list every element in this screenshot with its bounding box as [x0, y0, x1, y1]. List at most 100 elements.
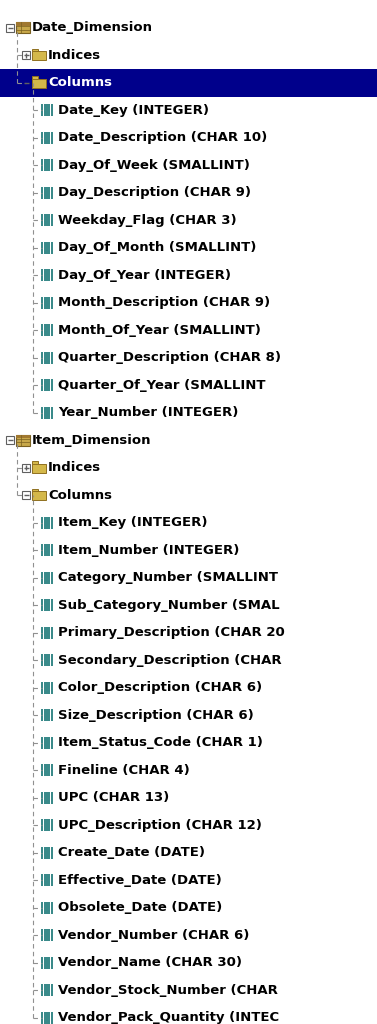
- Text: Effective_Date (DATE): Effective_Date (DATE): [58, 873, 222, 887]
- Bar: [41, 352, 43, 364]
- Text: Columns: Columns: [48, 76, 112, 89]
- Bar: [48, 819, 50, 831]
- Bar: [51, 710, 53, 721]
- Bar: [51, 544, 53, 556]
- Bar: [41, 627, 43, 639]
- Bar: [51, 104, 53, 117]
- Bar: [51, 379, 53, 391]
- Bar: [51, 297, 53, 309]
- Bar: [41, 682, 43, 693]
- Text: Quarter_Of_Year (SMALLINT: Quarter_Of_Year (SMALLINT: [58, 379, 265, 392]
- Bar: [44, 517, 46, 528]
- Text: UPC_Description (CHAR 12): UPC_Description (CHAR 12): [58, 819, 262, 831]
- Bar: [22, 51, 30, 59]
- Bar: [44, 764, 46, 776]
- Bar: [48, 902, 50, 913]
- Bar: [41, 214, 43, 226]
- Bar: [41, 160, 43, 171]
- Bar: [51, 132, 53, 143]
- Bar: [22, 79, 30, 87]
- Bar: [44, 902, 46, 913]
- Bar: [51, 325, 53, 336]
- Bar: [41, 736, 43, 749]
- Bar: [48, 544, 50, 556]
- Bar: [16, 23, 30, 33]
- Bar: [48, 517, 50, 528]
- Bar: [41, 104, 43, 117]
- Bar: [48, 847, 50, 859]
- Bar: [22, 464, 30, 472]
- Bar: [51, 160, 53, 171]
- Bar: [44, 186, 46, 199]
- Bar: [44, 929, 46, 941]
- Bar: [41, 929, 43, 941]
- Bar: [41, 792, 43, 804]
- Text: Item_Key (INTEGER): Item_Key (INTEGER): [58, 516, 207, 529]
- Bar: [48, 764, 50, 776]
- Bar: [41, 902, 43, 913]
- Bar: [51, 792, 53, 804]
- Bar: [16, 23, 30, 26]
- Bar: [48, 654, 50, 667]
- Bar: [51, 654, 53, 667]
- Bar: [41, 599, 43, 611]
- Bar: [51, 571, 53, 584]
- Text: UPC (CHAR 13): UPC (CHAR 13): [58, 792, 169, 804]
- Bar: [51, 984, 53, 996]
- Bar: [41, 984, 43, 996]
- Bar: [44, 984, 46, 996]
- Bar: [51, 847, 53, 859]
- Text: Item_Status_Code (CHAR 1): Item_Status_Code (CHAR 1): [58, 736, 263, 750]
- Bar: [48, 242, 50, 254]
- Bar: [41, 269, 43, 282]
- Bar: [51, 407, 53, 419]
- Text: Date_Key (INTEGER): Date_Key (INTEGER): [58, 103, 209, 117]
- Bar: [51, 517, 53, 528]
- Bar: [48, 571, 50, 584]
- Bar: [44, 1012, 46, 1024]
- Bar: [41, 1012, 43, 1024]
- Bar: [41, 297, 43, 309]
- Text: Obsolete_Date (DATE): Obsolete_Date (DATE): [58, 901, 222, 914]
- Text: Vendor_Number (CHAR 6): Vendor_Number (CHAR 6): [58, 929, 249, 942]
- Text: Size_Description (CHAR 6): Size_Description (CHAR 6): [58, 709, 254, 722]
- Bar: [44, 379, 46, 391]
- Bar: [44, 736, 46, 749]
- Bar: [48, 104, 50, 117]
- Bar: [32, 464, 46, 473]
- Bar: [32, 79, 46, 88]
- Bar: [51, 627, 53, 639]
- Bar: [41, 847, 43, 859]
- Bar: [51, 956, 53, 969]
- Bar: [41, 764, 43, 776]
- Bar: [51, 929, 53, 941]
- Bar: [51, 1012, 53, 1024]
- Text: Item_Dimension: Item_Dimension: [32, 434, 152, 446]
- Bar: [48, 874, 50, 886]
- Bar: [48, 269, 50, 282]
- Bar: [51, 242, 53, 254]
- Bar: [44, 407, 46, 419]
- Bar: [48, 1012, 50, 1024]
- Bar: [48, 710, 50, 721]
- Text: Day_Of_Month (SMALLINT): Day_Of_Month (SMALLINT): [58, 242, 256, 254]
- Bar: [44, 627, 46, 639]
- Bar: [41, 819, 43, 831]
- Bar: [48, 352, 50, 364]
- Bar: [44, 544, 46, 556]
- Bar: [44, 874, 46, 886]
- Bar: [41, 874, 43, 886]
- Bar: [41, 710, 43, 721]
- Text: Primary_Description (CHAR 20: Primary_Description (CHAR 20: [58, 627, 285, 639]
- Text: Month_Description (CHAR 9): Month_Description (CHAR 9): [58, 296, 270, 309]
- Bar: [48, 160, 50, 171]
- Bar: [48, 407, 50, 419]
- Bar: [44, 682, 46, 693]
- Bar: [41, 379, 43, 391]
- Bar: [44, 599, 46, 611]
- Text: Item_Number (INTEGER): Item_Number (INTEGER): [58, 544, 239, 557]
- Text: Secondary_Description (CHAR: Secondary_Description (CHAR: [58, 653, 282, 667]
- Bar: [44, 297, 46, 309]
- Text: Sub_Category_Number (SMAL: Sub_Category_Number (SMAL: [58, 599, 280, 611]
- Text: Color_Description (CHAR 6): Color_Description (CHAR 6): [58, 681, 262, 694]
